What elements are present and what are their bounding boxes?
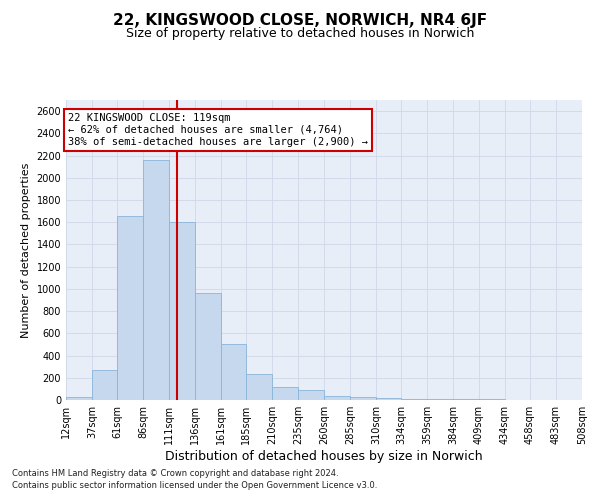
Bar	[272, 387, 298, 400]
Bar	[143, 160, 169, 400]
Bar	[92, 370, 117, 400]
Bar	[221, 344, 246, 400]
X-axis label: Distribution of detached houses by size in Norwich: Distribution of detached houses by size …	[165, 450, 483, 463]
Text: Contains public sector information licensed under the Open Government Licence v3: Contains public sector information licen…	[12, 481, 377, 490]
Text: 22 KINGSWOOD CLOSE: 119sqm
← 62% of detached houses are smaller (4,764)
38% of s: 22 KINGSWOOD CLOSE: 119sqm ← 62% of deta…	[68, 114, 368, 146]
Bar	[401, 398, 427, 400]
Bar	[350, 397, 376, 400]
Bar	[453, 399, 479, 400]
Text: Contains HM Land Registry data © Crown copyright and database right 2024.: Contains HM Land Registry data © Crown c…	[12, 468, 338, 477]
Bar	[324, 396, 350, 400]
Bar	[298, 390, 324, 400]
Bar	[195, 294, 221, 400]
Bar	[246, 374, 272, 400]
Bar	[169, 222, 195, 400]
Text: Size of property relative to detached houses in Norwich: Size of property relative to detached ho…	[126, 28, 474, 40]
Y-axis label: Number of detached properties: Number of detached properties	[21, 162, 31, 338]
Bar	[117, 216, 143, 400]
Bar	[66, 396, 92, 400]
Bar	[427, 399, 453, 400]
Bar	[376, 398, 401, 400]
Text: 22, KINGSWOOD CLOSE, NORWICH, NR4 6JF: 22, KINGSWOOD CLOSE, NORWICH, NR4 6JF	[113, 12, 487, 28]
